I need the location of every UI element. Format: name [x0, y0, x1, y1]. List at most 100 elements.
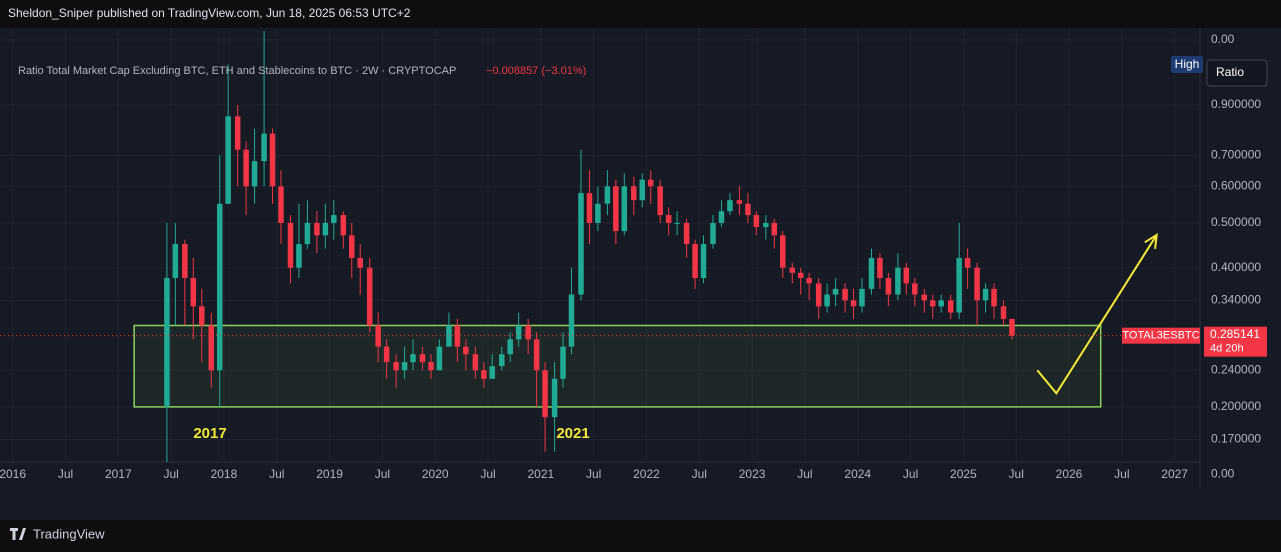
candle-body: [269, 133, 276, 187]
candle-body: [296, 244, 302, 268]
candle-body: [586, 193, 593, 223]
symbol-label: TOTAL3ESBTC: [1122, 330, 1199, 342]
candle-body: [208, 325, 215, 371]
candle-body: [515, 325, 522, 340]
candle-body: [780, 235, 786, 268]
candle-body: [674, 222, 680, 224]
x-tick-label: 2025: [950, 467, 977, 481]
candle-body: [454, 325, 461, 347]
x-tick-label: 2019: [316, 467, 343, 481]
candle-body: [304, 222, 311, 245]
candle-body: [912, 283, 918, 295]
legend-title: Ratio Total Market Cap Excluding BTC, ET…: [18, 65, 456, 77]
high-button[interactable]: [1171, 56, 1203, 73]
ratio-button[interactable]: [1206, 59, 1268, 87]
x-tick-label: 2016: [0, 467, 26, 481]
candle-body: [753, 215, 760, 227]
legend-change: −0.008857 (−3.01%): [486, 65, 586, 77]
candle-body: [991, 288, 997, 307]
candle-body: [657, 186, 663, 216]
candle-body: [727, 200, 733, 212]
footer-bar: [0, 520, 1281, 552]
candle-body: [806, 278, 812, 284]
candle-body: [278, 186, 284, 223]
candle-body: [982, 288, 989, 301]
candle-body: [164, 278, 170, 407]
candle-body: [199, 306, 205, 326]
high-label[interactable]: High: [1175, 57, 1200, 71]
candle-body: [251, 161, 258, 187]
candle-body: [542, 370, 548, 418]
candle-body: [930, 300, 936, 307]
y-tick-label: 0.240000: [1211, 362, 1261, 376]
candle-body: [428, 362, 434, 371]
candle-body: [375, 325, 381, 347]
candle-body: [938, 300, 944, 307]
candle-body: [172, 244, 179, 279]
candle-body: [885, 278, 892, 295]
candle-body: [357, 257, 363, 268]
candle-body: [322, 222, 329, 236]
candle-body: [745, 203, 751, 216]
candle-body: [234, 116, 241, 150]
candle-body: [190, 278, 197, 307]
candle-body: [877, 257, 883, 279]
candle-body: [314, 222, 320, 236]
x-tick-label: 2020: [422, 467, 449, 481]
candle-body: [895, 267, 901, 295]
candle-body: [366, 267, 373, 326]
axes: 0.00 0.900000 0.700000 0.600000 0.500000 0.40…: [0, 32, 1261, 481]
candle-body: [595, 203, 601, 223]
y-tick-label: 0.170000: [1211, 432, 1261, 446]
candle-body: [621, 186, 628, 232]
price-label: 0.285141: [1210, 327, 1260, 341]
candle-body: [401, 362, 408, 371]
candle-body: [489, 366, 495, 379]
candle-body: [604, 186, 611, 204]
candle-body: [463, 346, 469, 355]
y-tick-label: 0.200000: [1211, 399, 1261, 413]
candle-body: [832, 288, 839, 295]
candle-body: [868, 257, 875, 289]
candle-body: [665, 215, 672, 223]
y-tick-label: 0.00: [1211, 466, 1235, 480]
candle-body: [956, 257, 962, 313]
brand: [10, 528, 26, 540]
x-tick-label: Jul: [692, 467, 707, 481]
candle-body: [921, 294, 928, 301]
candle-body: [349, 235, 355, 258]
candle-body: [533, 339, 540, 371]
candle-body: [700, 244, 707, 279]
x-tick-label: 2023: [739, 467, 766, 481]
x-tick-label: Jul: [797, 467, 812, 481]
arrow-path: [1036, 234, 1158, 396]
candle-body: [797, 272, 804, 279]
candle-body: [683, 222, 690, 245]
candle-body: [182, 244, 188, 279]
y-tick-label: 0.340000: [1211, 293, 1261, 307]
y-tick-label: 0.400000: [1211, 260, 1261, 274]
candle-body: [710, 222, 716, 245]
candle-body: [736, 200, 743, 204]
candle-body: [481, 370, 487, 379]
x-tick-label: Jul: [375, 467, 390, 481]
candle-body: [789, 267, 795, 273]
candle-body: [692, 244, 698, 279]
y-tick-label: 0.500000: [1211, 215, 1261, 229]
x-tick-label: Jul: [480, 467, 495, 481]
candle-body: [1009, 318, 1015, 336]
year-annotation: 2017: [193, 425, 226, 442]
candle-body: [771, 222, 778, 236]
candle-body: [560, 346, 566, 379]
candle-body: [472, 354, 479, 371]
x-tick-label: Jul: [903, 467, 918, 481]
candle-body: [331, 215, 337, 223]
ratio-label[interactable]: Ratio: [1216, 65, 1244, 79]
candle-body: [850, 300, 857, 307]
y-tick-label: 0.600000: [1211, 178, 1261, 192]
candle-body: [903, 267, 910, 284]
support-zone: [133, 324, 1102, 408]
countdown-label: 4d 20h: [1210, 343, 1244, 355]
candle-body: [419, 354, 426, 363]
